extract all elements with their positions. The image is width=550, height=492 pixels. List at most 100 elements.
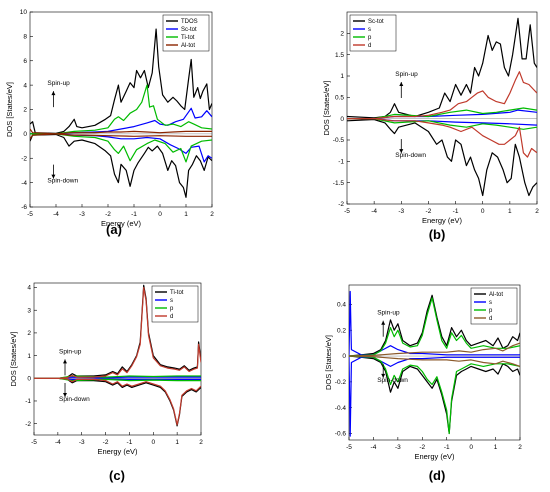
x-tick-label: -1 — [131, 211, 137, 218]
panel-label: (d) — [429, 468, 446, 483]
x-tick-label: -4 — [53, 211, 59, 218]
y-axis-label: DOS [States/eV] — [9, 331, 18, 386]
panel-label: (a) — [106, 222, 122, 237]
series-line-al-tot — [30, 128, 212, 135]
x-tick-label: -2 — [103, 439, 109, 446]
x-tick-label: -3 — [79, 439, 85, 446]
x-tick-label: -1 — [444, 444, 450, 451]
chart-panel-1: -5 -4 -3 -2 -1 0 1 2 -6 -4 -2 0 2 4 6 8 10 Energy (eV) DOS… — [5, 9, 214, 237]
legend-entry: s — [170, 298, 173, 304]
spin-arrowhead — [399, 82, 404, 86]
y-tick-label: 3 — [27, 307, 31, 314]
x-tick-label: 2 — [518, 444, 522, 451]
legend-entry: Sc-tot — [181, 27, 197, 33]
spin-arrowhead — [51, 91, 56, 96]
chart-panel-2: -5 -4 -3 -2 -1 0 1 2 -2 -1.5 -1 -0.5 0 0.5 1 1.5 2 Energy… — [322, 11, 539, 242]
series-line-d — [34, 286, 201, 379]
y-tick-label: -2 — [338, 201, 344, 208]
series-line-sc-tot — [347, 17, 537, 119]
legend-entry: p — [489, 308, 493, 314]
series-line-sc-tot-down — [347, 118, 537, 197]
series-line-tdos — [30, 28, 212, 134]
y-tick-label: -6 — [21, 204, 27, 211]
y-tick-label: -4 — [21, 180, 27, 187]
y-tick-label: 2 — [23, 107, 27, 114]
y-tick-label: 6 — [23, 58, 27, 65]
y-tick-label: -2 — [21, 155, 27, 162]
legend-entry: TDOS — [181, 19, 198, 25]
spin-up-label: Spin-up — [59, 348, 82, 355]
y-tick-label: 0.5 — [335, 95, 344, 102]
y-tick-label: 0 — [342, 353, 346, 360]
y-tick-label: -0.2 — [335, 379, 347, 386]
legend-entry: Sc-tot — [368, 19, 384, 25]
spin-down-label: Spin-down — [377, 377, 408, 384]
y-tick-label: -1 — [25, 398, 31, 405]
x-tick-label: -3 — [398, 208, 404, 215]
x-tick-label: 0 — [481, 208, 485, 215]
y-tick-label: -0.5 — [333, 137, 345, 144]
y-tick-label: 0.4 — [337, 302, 346, 309]
series-group — [34, 284, 201, 427]
x-tick-label: 1 — [508, 208, 512, 215]
y-tick-label: 0 — [27, 375, 31, 382]
x-tick-label: -1 — [453, 208, 459, 215]
x-tick-label: -2 — [419, 444, 425, 451]
x-axis-label: Energy (eV) — [414, 452, 455, 461]
x-axis-label: Energy (eV) — [422, 216, 463, 225]
legend-entry: Ti-tot — [181, 35, 195, 41]
spin-down-label: Spin-down — [395, 152, 426, 159]
series-line-al-tot-down — [30, 133, 212, 140]
x-tick-label: -5 — [344, 208, 350, 215]
x-tick-label: 2 — [199, 439, 203, 446]
series-group — [30, 28, 212, 198]
y-tick-label: 1 — [27, 353, 31, 360]
y-axis-label: DOS [States/eV] — [324, 335, 333, 390]
x-tick-label: -3 — [79, 211, 85, 218]
y-tick-label: 8 — [23, 34, 27, 41]
y-tick-label: 4 — [27, 285, 31, 292]
y-tick-label: -1 — [338, 159, 344, 166]
series-line-ti-tot-down — [30, 133, 212, 163]
x-tick-label: 0 — [469, 444, 473, 451]
spin-up-label: Spin-up — [395, 71, 418, 78]
legend-entry: d — [170, 314, 173, 320]
x-tick-label: 2 — [210, 211, 214, 218]
series-line-d-down — [349, 355, 520, 367]
y-tick-label: 0 — [340, 116, 344, 123]
series-line-d-down — [34, 377, 201, 426]
series-line-p — [349, 297, 520, 357]
y-tick-label: -0.6 — [335, 431, 347, 438]
legend-entry: Al-tot — [181, 43, 195, 49]
legend-entry: p — [368, 35, 372, 41]
x-tick-label: -5 — [346, 444, 352, 451]
series-group — [349, 290, 520, 437]
x-axis-label: Energy (eV) — [97, 447, 138, 456]
legend-entry: Al-tot — [489, 292, 503, 298]
panel-label: (b) — [429, 227, 446, 242]
chart-panel-4: -5 -4 -3 -2 -1 0 1 2 -0.6 -0.4 -0.2 0 0.2 0.4 Energy (… — [324, 284, 522, 483]
x-tick-label: -4 — [55, 439, 61, 446]
x-tick-label: -4 — [371, 444, 377, 451]
y-tick-label: 1.5 — [335, 52, 344, 59]
x-tick-label: 0 — [158, 211, 162, 218]
spin-down-label: Spin-down — [47, 178, 78, 185]
x-tick-label: -5 — [31, 439, 37, 446]
legend-entry: Ti-tot — [170, 290, 184, 296]
series-line-s-down — [349, 355, 520, 437]
spin-arrowhead — [63, 359, 68, 364]
legend-entry: p — [170, 306, 174, 312]
series-line-d — [349, 342, 520, 357]
panel-label: (c) — [109, 468, 125, 483]
series-group — [347, 17, 537, 197]
x-tick-label: -5 — [27, 211, 33, 218]
x-tick-label: 2 — [535, 208, 539, 215]
y-axis-label: DOS [States/eV] — [322, 80, 331, 135]
x-tick-label: -2 — [426, 208, 432, 215]
series-line-p-down — [349, 355, 520, 435]
legend: Sc-tot spd — [349, 14, 397, 52]
series-line-ti-tot — [30, 84, 212, 135]
series-line-d-down — [347, 118, 537, 158]
series-line-al-tot-down — [349, 355, 520, 435]
legend-entry: d — [368, 43, 371, 49]
